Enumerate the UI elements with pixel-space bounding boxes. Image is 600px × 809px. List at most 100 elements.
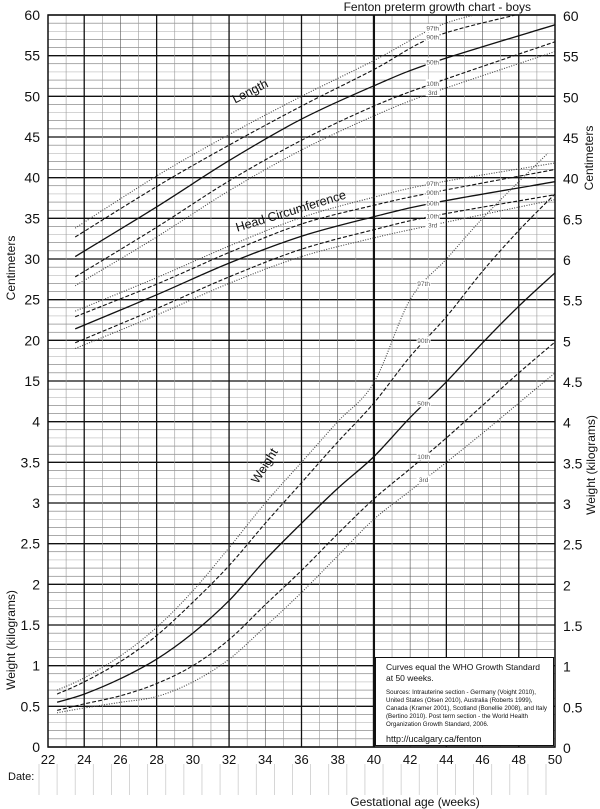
x-tick-label: 24 xyxy=(77,752,91,767)
percentile-label: 50th xyxy=(426,200,439,207)
left-tick-label: 1.5 xyxy=(21,617,41,633)
x-tick-label: 26 xyxy=(113,752,127,767)
x-tick-label: 28 xyxy=(149,752,163,767)
right-tick-label: 2 xyxy=(563,577,571,593)
curve-head-circumference-90th xyxy=(74,168,555,318)
note-sources: Sources: Intrauterine section - Germany … xyxy=(386,689,547,728)
right-tick-label: 5 xyxy=(563,333,571,349)
percentile-label: 3rd xyxy=(428,90,438,97)
left-tick-label: 50 xyxy=(24,88,40,104)
left-tick-label: 25 xyxy=(24,292,40,308)
percentile-label: 50th xyxy=(426,60,439,67)
percentile-label-bg xyxy=(425,79,440,88)
curve-length-10th xyxy=(74,41,555,278)
percentile-label-bg xyxy=(425,24,440,33)
percentile-label: 97th xyxy=(426,181,439,188)
percentile-label-bg xyxy=(425,88,440,97)
left-tick-label: 60 xyxy=(24,7,40,23)
x-tick-label: 32 xyxy=(222,752,236,767)
right-tick-label: 4.5 xyxy=(563,374,583,390)
curve-group-label: Length xyxy=(230,76,270,106)
curve-weight-97th xyxy=(56,152,549,691)
right-tick-label: 3.5 xyxy=(563,455,583,471)
chart-title: Fenton preterm growth chart - boys xyxy=(344,0,531,14)
left-tick-label: 15 xyxy=(24,373,40,389)
right-tick-label: 55 xyxy=(563,49,579,65)
x-tick-label: 34 xyxy=(258,752,272,767)
percentile-label-bg xyxy=(425,211,440,220)
left-tick-label: 0.5 xyxy=(21,698,41,714)
left-tick-label: 4 xyxy=(32,414,40,430)
note-box: Curves equal the WHO Growth Standard at … xyxy=(375,657,554,746)
left-tick-label: 3.5 xyxy=(21,454,41,470)
right-tick-label: 6 xyxy=(563,252,571,268)
left-tick-label: 0 xyxy=(32,739,40,755)
right-tick-label: 50 xyxy=(563,89,579,105)
percentile-label-bg xyxy=(425,188,440,197)
percentile-label: 50th xyxy=(417,401,430,408)
right-tick-label: 1 xyxy=(563,659,571,675)
percentile-label: 90th xyxy=(417,338,430,345)
percentile-label: 3rd xyxy=(428,222,438,229)
percentile-label: 10th xyxy=(426,213,439,220)
x-tick-label: 22 xyxy=(41,752,55,767)
note-headline: Curves equal the WHO Growth Standard at … xyxy=(386,662,541,683)
curve-head-circumference-10th xyxy=(74,194,555,344)
right-tick-label: 6.5 xyxy=(563,211,583,227)
left-tick-label: 30 xyxy=(24,251,40,267)
left-tick-label: 20 xyxy=(24,332,40,348)
percentile-label-bg xyxy=(425,58,440,67)
right-tick-label: 45 xyxy=(563,130,579,146)
left-tick-label: 1 xyxy=(32,658,40,674)
percentile-label-bg xyxy=(416,399,431,408)
x-tick-label: 46 xyxy=(475,752,489,767)
right-tick-label: 40 xyxy=(563,171,579,187)
curve-weight-10th xyxy=(56,341,555,711)
percentile-label-bg xyxy=(416,452,431,461)
percentile-label: 97th xyxy=(426,26,439,33)
x-tick-label: 36 xyxy=(294,752,308,767)
percentile-label: 3rd xyxy=(419,477,429,484)
percentile-label-bg xyxy=(425,32,440,41)
right-tick-label: 3 xyxy=(563,496,571,512)
percentile-label-bg xyxy=(416,475,431,484)
date-label: Date: xyxy=(8,771,34,783)
x-tick-label: 42 xyxy=(403,752,417,767)
right-tick-label: 0.5 xyxy=(563,699,583,715)
right-cm-axis-title: Centimeters xyxy=(582,126,596,191)
right-tick-label: 1.5 xyxy=(563,618,583,634)
plot-frame xyxy=(47,14,556,748)
percentile-label-bg xyxy=(425,198,440,207)
grid xyxy=(38,14,556,795)
percentile-label: 97th xyxy=(417,281,430,288)
right-tick-label: 2.5 xyxy=(563,537,583,553)
curve-head-circumference-3rd xyxy=(74,199,555,350)
x-tick-label: 44 xyxy=(439,752,453,767)
left-cm-axis-title: Centimeters xyxy=(4,236,18,301)
left-tick-label: 3 xyxy=(32,495,40,511)
curve-head-circumference-50th xyxy=(74,181,555,330)
percentile-label-bg xyxy=(416,336,431,345)
x-axis-title: Gestational age (weeks) xyxy=(350,795,479,809)
percentile-label-bg xyxy=(425,179,440,188)
x-tick-label: 50 xyxy=(548,752,562,767)
x-tick-label: 30 xyxy=(186,752,200,767)
x-tick-label: 48 xyxy=(512,752,526,767)
right-tick-label: 4 xyxy=(563,415,571,431)
percentile-label-bg xyxy=(425,220,440,229)
left-tick-label: 35 xyxy=(24,210,40,226)
left-tick-label: 55 xyxy=(24,48,40,64)
left-tick-label: 2 xyxy=(32,576,40,592)
right-kg-axis-title: Weight (kilograms) xyxy=(584,415,598,515)
curve-group-label: Weight xyxy=(248,445,281,486)
percentile-label: 10th xyxy=(417,454,430,461)
curve-head-circumference-97th xyxy=(74,162,555,312)
percentile-label: 10th xyxy=(426,81,439,88)
right-tick-label: 0 xyxy=(563,740,571,756)
percentile-label: 90th xyxy=(426,34,439,41)
left-tick-label: 40 xyxy=(24,170,40,186)
curves xyxy=(56,15,555,714)
curve-length-50th xyxy=(74,24,555,258)
left-tick-label: 2.5 xyxy=(21,536,41,552)
